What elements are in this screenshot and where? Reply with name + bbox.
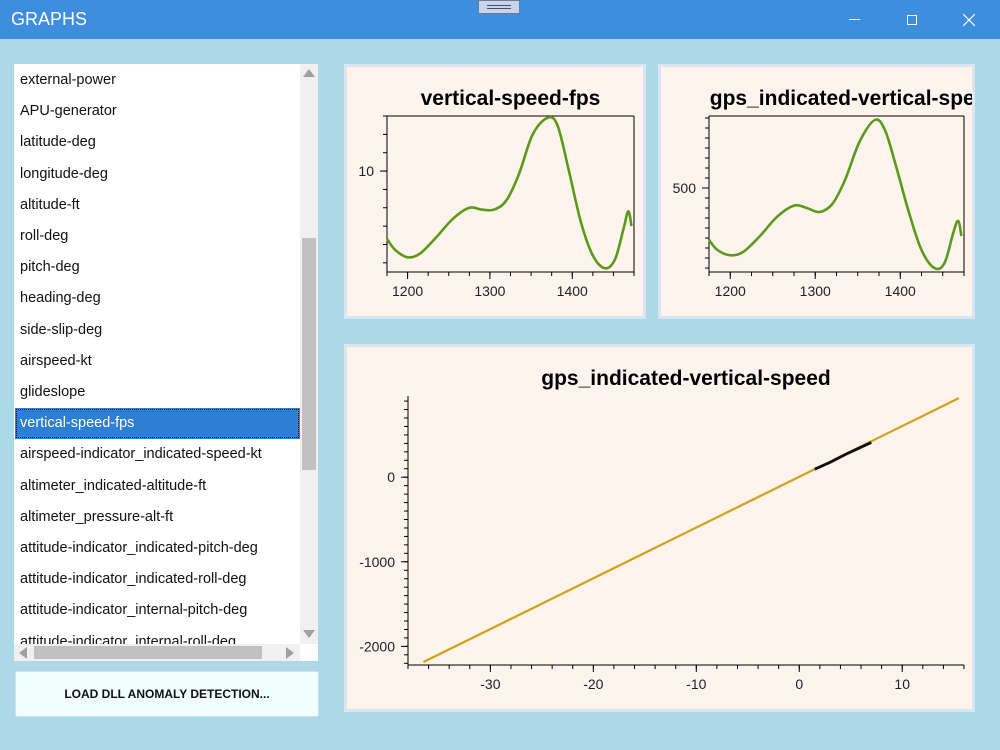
vertical-scroll-thumb[interactable] — [302, 238, 316, 470]
x-tick-label: -30 — [480, 676, 500, 692]
drag-handle[interactable] — [478, 0, 520, 14]
load-dll-button[interactable]: LOAD DLL ANOMALY DETECTION... — [15, 671, 319, 717]
chart-panel-gps-vertical-speed: gps_indicated-vertical-speed 1200 1300 1400… — [658, 64, 1000, 319]
x-tick-label: -10 — [686, 676, 706, 692]
list-item[interactable]: attitude-indicator_indicated-roll-deg — [20, 571, 247, 588]
y-tick-label: 0 — [387, 469, 395, 485]
x-tick-label: 0 — [795, 676, 803, 692]
list-item[interactable]: pitch-deg — [20, 259, 80, 276]
minimize-icon — [848, 19, 860, 20]
maximize-button[interactable] — [889, 0, 935, 39]
scroll-up-icon[interactable] — [303, 69, 315, 77]
list-item[interactable]: altimeter_indicated-altitude-ft — [20, 477, 207, 494]
x-tick-label: 1200 — [392, 283, 423, 299]
x-tick-label: 1400 — [557, 283, 588, 299]
y-tick-label: -1000 — [359, 554, 395, 570]
list-item[interactable]: vertical-speed-fps — [15, 408, 300, 440]
gps-vertical-speed-chart: gps_indicated-vertical-speed 1200 1300 1400… — [673, 87, 1000, 299]
chart-title: gps_indicated-vertical-speed — [710, 87, 972, 110]
x-tick-label: 10 — [894, 676, 910, 692]
list-item[interactable]: external-power — [20, 72, 116, 88]
series-line — [385, 115, 633, 270]
list-item[interactable]: APU-generator — [20, 103, 117, 120]
list-item[interactable]: latitude-deg — [20, 134, 96, 151]
regression-line — [422, 397, 960, 664]
list-item[interactable]: airspeed-kt — [20, 352, 92, 369]
scroll-right-icon[interactable] — [286, 647, 294, 659]
list-item[interactable]: side-slip-deg — [20, 321, 103, 338]
chart-panel-correlation: gps_indicated-vertical-speed -30 -20 -10 0 10… — [344, 344, 975, 712]
title-bar: GRAPHS — [0, 0, 1000, 39]
close-button[interactable] — [946, 0, 992, 39]
list-item[interactable]: attitude-indicator_internal-pitch-deg — [20, 602, 248, 619]
close-icon — [963, 13, 975, 26]
list-item[interactable]: airspeed-indicator_indicated-speed-kt — [20, 446, 262, 463]
chart-title: gps_indicated-vertical-speed — [541, 367, 830, 390]
y-tick-label: 500 — [673, 180, 697, 196]
scroll-down-icon[interactable] — [303, 630, 315, 638]
window-title: GRAPHS — [11, 9, 88, 29]
scroll-left-icon[interactable] — [19, 647, 27, 659]
x-tick-label: 1300 — [474, 283, 505, 299]
y-tick-label: -2000 — [359, 638, 395, 654]
list-item[interactable]: heading-deg — [20, 290, 101, 307]
chart-panel-vertical-speed: vertical-speed-fps 1200 1300 1400 10 — [344, 64, 646, 319]
x-tick-label: 1400 — [885, 283, 916, 299]
data-points-trace — [814, 441, 872, 471]
x-tick-label: -20 — [583, 676, 603, 692]
vertical-speed-chart: vertical-speed-fps 1200 1300 1400 10 — [358, 87, 635, 299]
list-item[interactable]: longitude-deg — [20, 165, 108, 182]
list-item[interactable]: altimeter_pressure-alt-ft — [20, 508, 174, 525]
x-tick-label: 1200 — [715, 283, 746, 299]
y-tick-label: 10 — [358, 163, 374, 179]
vertical-scrollbar[interactable] — [300, 64, 318, 644]
series-line — [707, 118, 963, 271]
list-item[interactable]: glideslope — [20, 384, 86, 400]
minimize-button[interactable] — [831, 0, 877, 39]
list-item[interactable]: roll-deg — [20, 228, 69, 244]
x-tick-label: 1300 — [800, 283, 831, 299]
horizontal-scrollbar[interactable] — [14, 644, 300, 661]
list-item[interactable]: altitude-ft — [20, 196, 80, 213]
list-item[interactable]: attitude-indicator_indicated-pitch-deg — [20, 540, 258, 556]
maximize-icon — [907, 14, 917, 25]
parameter-list[interactable]: attitude-indicator_internal-roll-deg atti… — [14, 64, 318, 661]
chart-title: vertical-speed-fps — [421, 87, 601, 110]
horizontal-scroll-thumb[interactable] — [34, 646, 262, 659]
correlation-chart: gps_indicated-vertical-speed -30 -20 -10 0 10… — [359, 367, 965, 692]
